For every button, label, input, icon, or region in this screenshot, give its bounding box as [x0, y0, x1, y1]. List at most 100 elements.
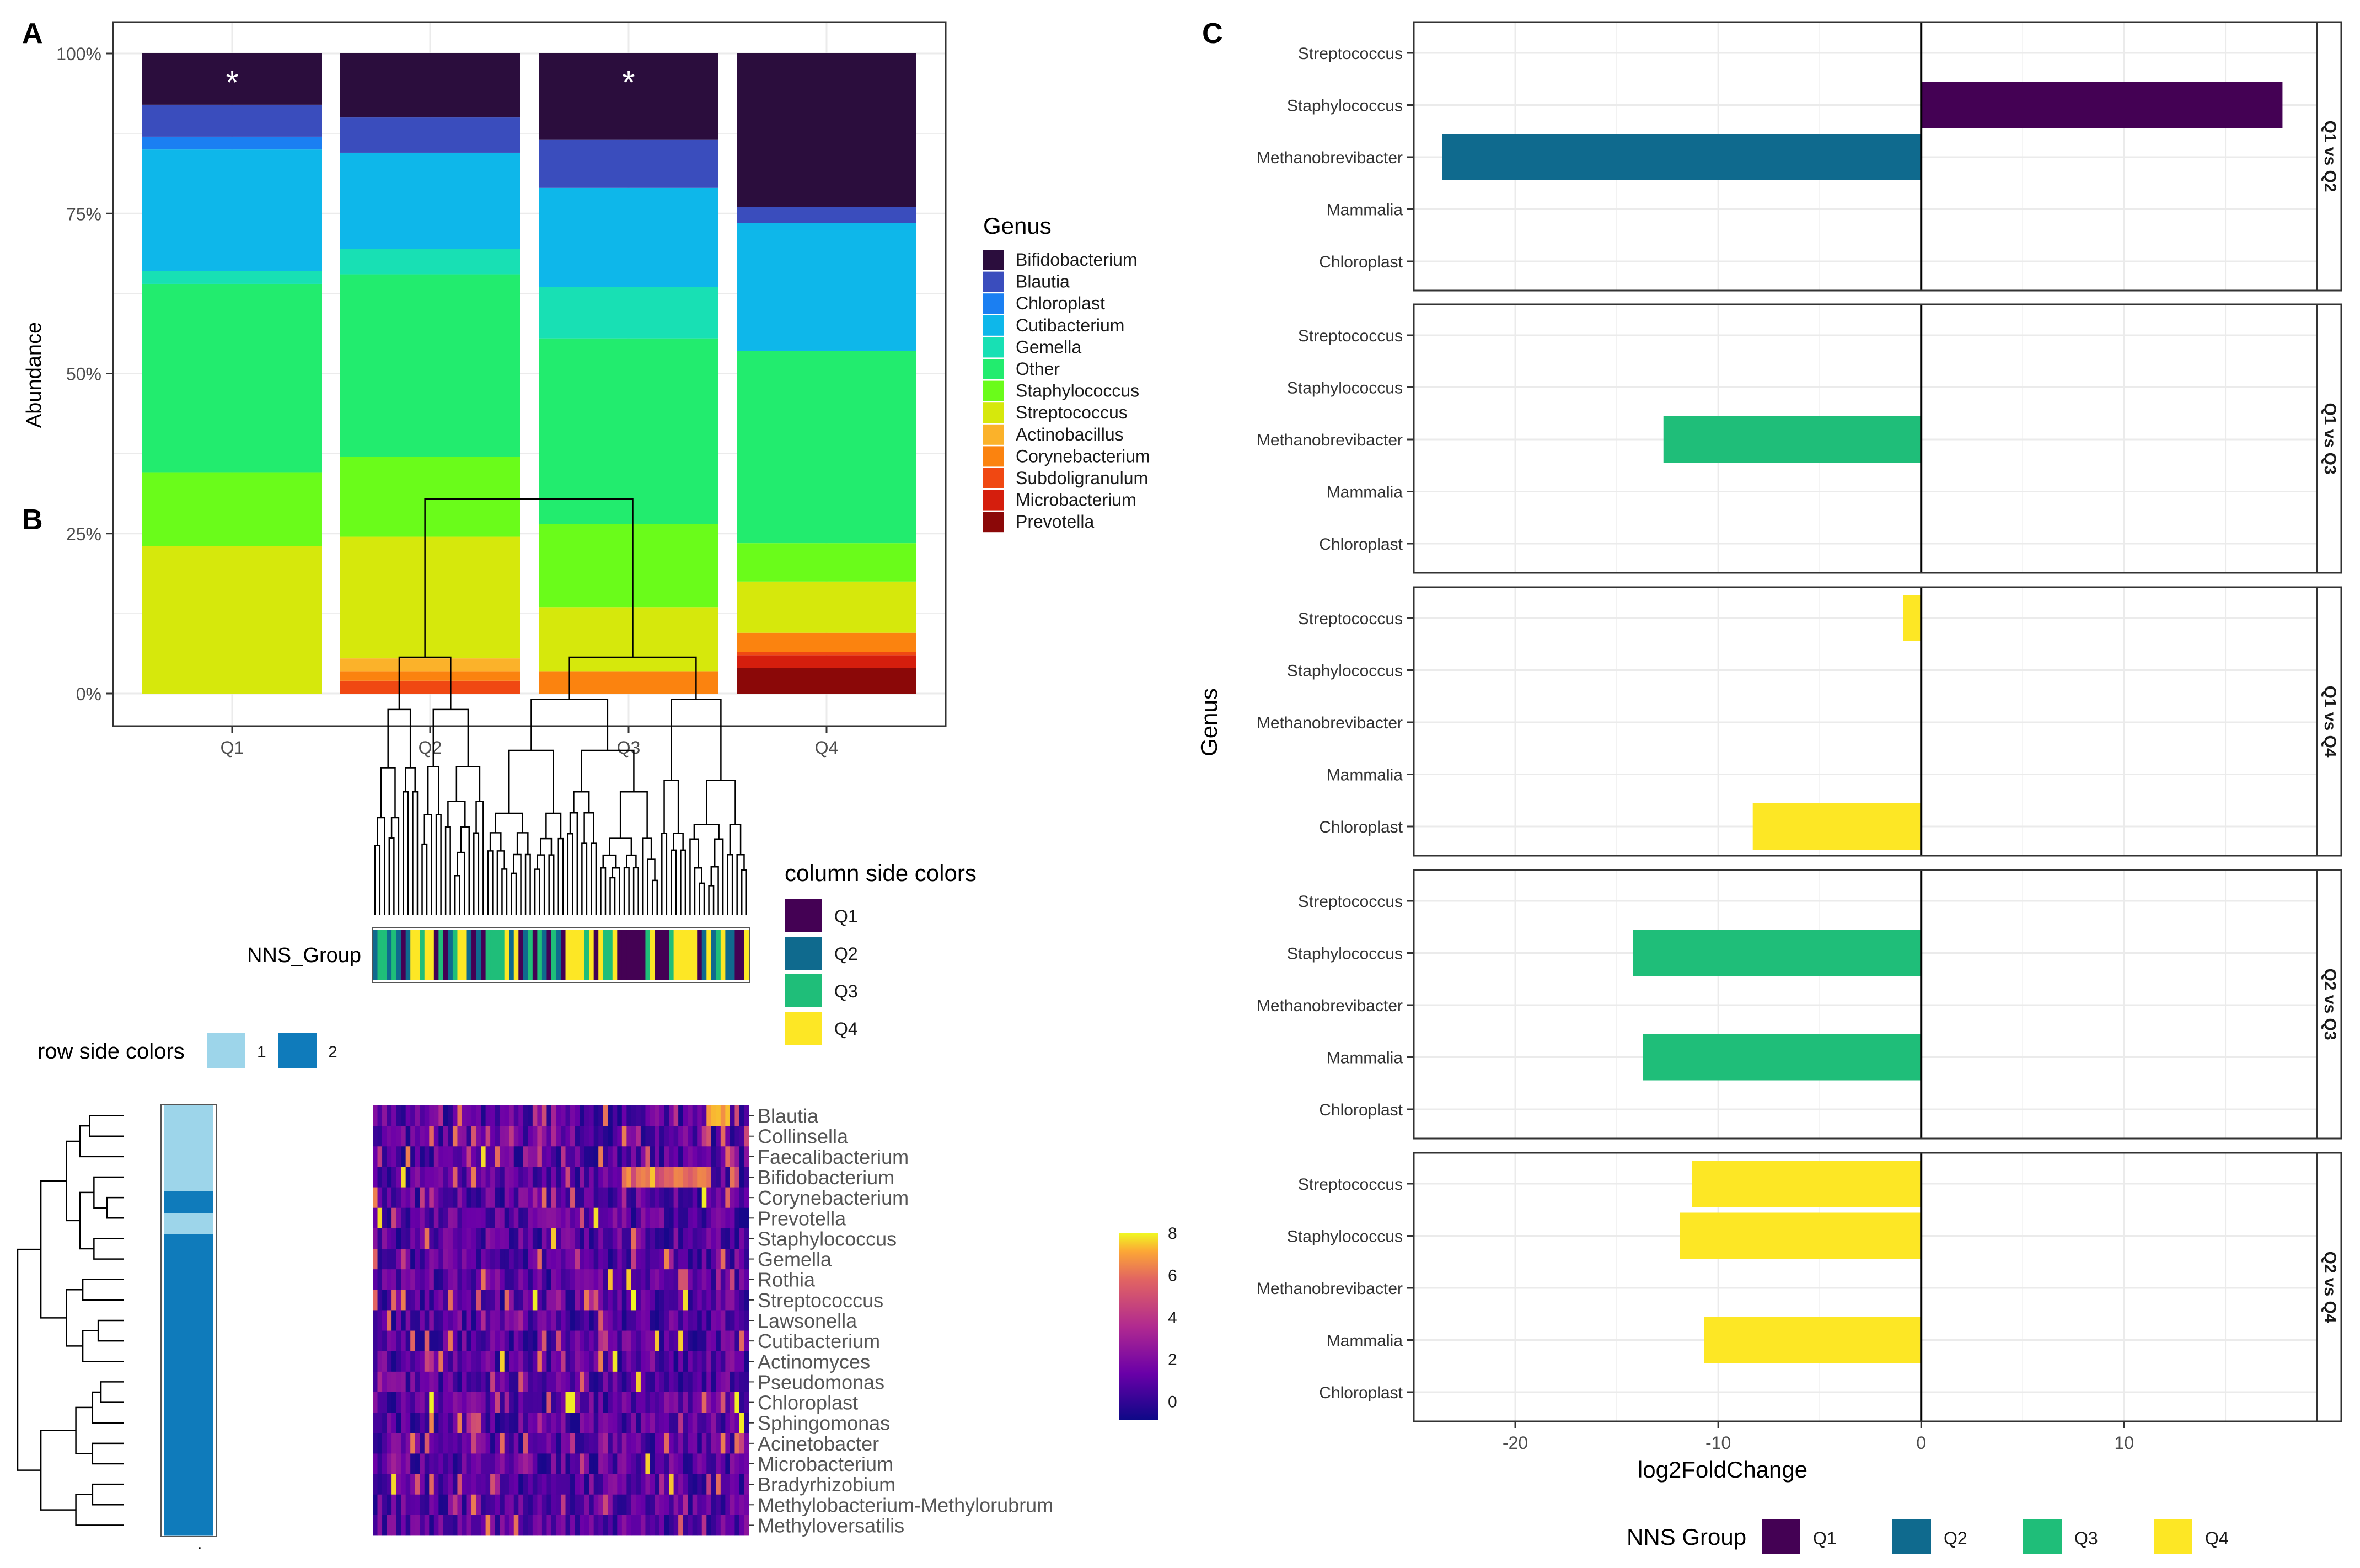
heatmap-cell — [565, 1392, 571, 1413]
heatmap-cell — [373, 1371, 378, 1393]
heatmap-cell — [452, 1413, 458, 1433]
heatmap-cell — [462, 1474, 467, 1495]
heatmap-cell — [612, 1269, 618, 1290]
heatmap-cell — [415, 1228, 420, 1249]
heatmap-cell — [621, 1494, 627, 1516]
heatmap-cell — [513, 1207, 519, 1229]
heatmap-cell — [433, 1433, 439, 1454]
heatmap-cell — [603, 1207, 608, 1229]
heatmap-cell — [466, 1269, 472, 1290]
dendrogram-branch — [736, 854, 745, 915]
column-side-cell — [645, 930, 651, 980]
heatmap-cell — [415, 1351, 420, 1372]
heatmap-cell — [509, 1249, 514, 1270]
heatmap-cell — [631, 1167, 636, 1188]
heatmap-cell — [433, 1413, 439, 1433]
heatmap-cell — [387, 1269, 392, 1290]
heatmap-cell — [528, 1310, 533, 1331]
dendrogram-branch — [97, 1319, 124, 1342]
heatmap-cell — [593, 1494, 599, 1516]
heatmap-cell — [575, 1392, 580, 1413]
heatmap-cell — [495, 1453, 500, 1474]
heatmap-row-label-methylobacterium-methylorubrum: Methylobacterium-Methylorubrum — [758, 1494, 1053, 1516]
column-side-cell — [532, 930, 538, 980]
heatmap-cell — [720, 1413, 726, 1433]
heatmap-cell — [612, 1351, 618, 1372]
heatmap-cell — [485, 1207, 491, 1229]
heatmap-cell — [396, 1310, 401, 1331]
heatmap-cell — [730, 1228, 735, 1249]
heatmap-cell — [716, 1146, 721, 1167]
heatmap-cell — [561, 1494, 566, 1516]
heatmap-cell — [504, 1290, 509, 1311]
heatmap-cell — [443, 1474, 448, 1495]
heatmap-cell — [457, 1167, 463, 1188]
row-side-cell — [164, 1213, 213, 1235]
heatmap-cell — [608, 1146, 613, 1167]
heatmap-cell — [556, 1310, 561, 1331]
column-side-cell — [688, 930, 693, 980]
heatmap-cell — [626, 1392, 632, 1413]
bar-segment-q3-bifidobacterium — [539, 53, 718, 140]
heatmap-cell — [528, 1146, 533, 1167]
heatmap-cell — [513, 1453, 519, 1474]
panel-c-faceted-bar-chart: StreptococcusStaphylococcusMethanobrevib… — [1196, 21, 2342, 1554]
heatmap-cell — [438, 1453, 444, 1474]
heatmap-cell — [509, 1371, 514, 1393]
column-side-cell — [716, 930, 721, 980]
heatmap-cell — [541, 1433, 547, 1454]
heatmap-cell — [688, 1392, 693, 1413]
heatmap-cell — [481, 1105, 486, 1126]
heatmap-cell — [429, 1494, 435, 1516]
heatmap-cell — [640, 1126, 646, 1147]
heatmap-cell — [688, 1371, 693, 1393]
heatmap-cell — [443, 1330, 448, 1352]
heatmap-cell — [551, 1474, 556, 1495]
column-side-cell — [485, 930, 491, 980]
heatmap-cell — [631, 1413, 636, 1433]
dendrogram-branch — [647, 858, 656, 915]
heatmap-cell — [405, 1310, 411, 1331]
heatmap-cell — [471, 1207, 476, 1229]
dendrogram-branch — [706, 780, 736, 825]
column-side-cell — [575, 930, 580, 980]
heatmap-cell — [462, 1515, 467, 1536]
facet-strip — [2316, 21, 2342, 292]
heatmap-cell — [697, 1330, 702, 1352]
heatmap-cell — [669, 1371, 674, 1393]
heatmap-cell — [457, 1515, 463, 1536]
heatmap-cell — [546, 1310, 552, 1331]
heatmap-cell — [688, 1515, 693, 1536]
heatmap-cell — [739, 1187, 744, 1209]
heatmap-cell — [734, 1167, 740, 1188]
heatmap-cell — [391, 1453, 397, 1474]
heatmap-cell — [636, 1330, 641, 1352]
heatmap-cell — [664, 1351, 669, 1372]
dendrogram-branch — [106, 1196, 124, 1219]
heatmap-cell — [584, 1249, 589, 1270]
heatmap-cell — [433, 1249, 439, 1270]
heatmap-cell — [471, 1249, 476, 1270]
heatmap-cell — [734, 1146, 740, 1167]
heatmap-cell — [636, 1515, 641, 1536]
heatmap-cell — [575, 1474, 580, 1495]
heatmap-cell — [608, 1269, 613, 1290]
heatmap-cell — [706, 1310, 712, 1331]
column-side-cell — [387, 930, 392, 980]
heatmap-cell — [490, 1310, 496, 1331]
heatmap-cell — [532, 1351, 538, 1372]
heatmap-cell — [546, 1207, 552, 1229]
heatmap-cell — [373, 1453, 378, 1474]
heatmap-cell — [593, 1453, 599, 1474]
heatmap-cell — [471, 1392, 476, 1413]
column-legend-swatch-q1 — [785, 899, 822, 932]
heatmap-cell — [650, 1207, 655, 1229]
heatmap-cell — [405, 1207, 411, 1229]
heatmap-cell — [438, 1269, 444, 1290]
bar-segment-q1-staphylococcus — [142, 472, 322, 546]
heatmap-cell — [673, 1126, 679, 1147]
heatmap-cell — [523, 1371, 528, 1393]
dendrogram-branch — [642, 837, 652, 915]
heatmap-cell — [504, 1167, 509, 1188]
heatmap-cell — [626, 1126, 632, 1147]
